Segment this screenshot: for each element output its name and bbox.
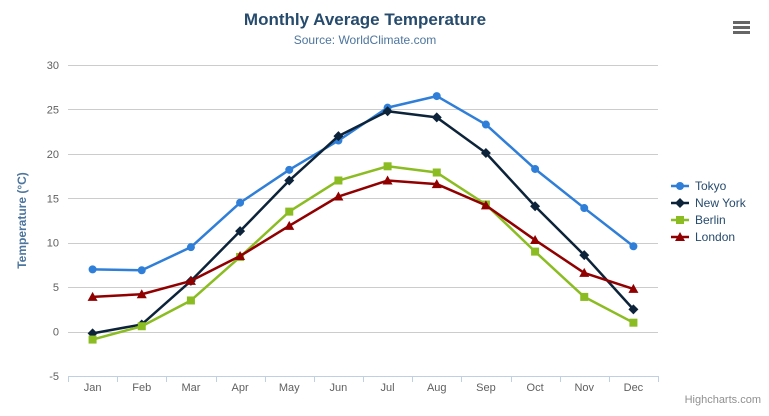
tokyo-series-marker-icon <box>671 181 689 190</box>
triangle-marker <box>136 289 147 299</box>
x-axis <box>68 376 659 382</box>
series-tokyo[interactable] <box>88 92 638 275</box>
y-tick-label: 5 <box>53 282 59 294</box>
circle-marker <box>432 92 441 101</box>
legend-item-berlin[interactable]: Berlin <box>670 211 746 228</box>
series-london[interactable] <box>87 175 639 301</box>
x-tick-label: May <box>279 382 300 394</box>
square-marker <box>629 318 638 327</box>
triangle-marker <box>431 179 442 189</box>
x-tick-label: Jul <box>381 382 395 394</box>
square-marker <box>285 207 294 216</box>
y-tick-label: 15 <box>47 193 59 205</box>
y-tick-label: 30 <box>47 60 59 72</box>
diamond-marker <box>431 112 442 123</box>
hamburger-icon <box>733 31 750 34</box>
circle-marker <box>629 242 638 251</box>
circle-marker <box>186 243 195 252</box>
circle-marker <box>137 266 146 275</box>
circle-marker <box>236 198 245 207</box>
x-tick-label: Apr <box>232 382 249 394</box>
series-new-york[interactable] <box>87 106 639 339</box>
triangle-marker <box>235 251 246 261</box>
triangle-marker <box>185 275 196 285</box>
square-marker <box>531 247 540 256</box>
diamond-marker <box>480 147 491 158</box>
x-tick-label: Feb <box>132 382 151 394</box>
series-line-berlin <box>91 165 635 341</box>
x-tick-label: Mar <box>181 382 200 394</box>
circle-marker <box>285 165 294 174</box>
series-line-new-york <box>91 109 635 335</box>
y-tick-label: -5 <box>49 371 59 383</box>
circle-marker <box>481 120 490 129</box>
legend-label: Tokyo <box>695 178 727 193</box>
triangle-marker <box>284 220 295 230</box>
square-marker <box>432 168 441 177</box>
circle-marker <box>580 204 589 213</box>
legend-label: London <box>695 229 736 244</box>
triangle-marker <box>628 283 639 293</box>
gridlines <box>68 65 658 377</box>
x-tick-label: Jun <box>330 382 348 394</box>
triangle-marker <box>530 235 541 245</box>
square-marker <box>580 292 589 301</box>
triangle-marker <box>382 175 393 185</box>
circle-marker <box>88 265 97 274</box>
x-tick-label: Dec <box>624 382 644 394</box>
x-tick-label: Nov <box>574 382 594 394</box>
credits-link[interactable]: Highcharts.com <box>684 394 761 406</box>
diamond-marker <box>628 304 639 315</box>
y-tick-label: 10 <box>47 238 59 250</box>
legend: Tokyo New York Berlin London <box>670 177 746 245</box>
x-tick-label: Aug <box>427 382 447 394</box>
x-axis-labels: Jan Feb Mar Apr May Jun Jul Aug Sep Oct Nov Dec <box>84 382 644 394</box>
triangle-marker <box>480 200 491 210</box>
circle-marker <box>676 181 684 190</box>
triangle-marker <box>579 267 590 277</box>
x-tick-label: Oct <box>527 382 544 394</box>
berlin-series-marker-icon <box>671 215 689 224</box>
square-marker <box>334 176 343 185</box>
triangle-marker <box>333 191 344 201</box>
legend-item-new-york[interactable]: New York <box>670 194 746 211</box>
legend-item-tokyo[interactable]: Tokyo <box>670 177 746 194</box>
export-menu-button[interactable] <box>730 19 754 39</box>
legend-item-london[interactable]: London <box>670 228 746 245</box>
y-tick-label: 0 <box>53 327 59 339</box>
new-york-series-marker-icon <box>671 197 689 208</box>
series-line-tokyo <box>91 94 635 272</box>
y-axis-labels: -5 0 5 10 15 20 25 30 <box>47 60 59 383</box>
diamond-marker <box>382 106 393 117</box>
legend-label: Berlin <box>695 212 726 227</box>
diamond-marker <box>333 131 344 142</box>
y-tick-label: 20 <box>47 149 59 161</box>
diamond-marker <box>675 197 685 208</box>
triangle-marker <box>87 291 98 301</box>
y-axis-title: Temperature (°C) <box>15 172 29 269</box>
square-marker <box>186 296 195 305</box>
x-tick-label: Jan <box>84 382 102 394</box>
square-marker <box>676 215 684 224</box>
square-marker <box>383 162 392 171</box>
square-marker <box>137 322 146 331</box>
square-marker <box>88 335 97 344</box>
hamburger-icon <box>733 26 750 29</box>
legend-label: New York <box>695 195 746 210</box>
diamond-marker <box>579 250 590 261</box>
series-line-london <box>91 179 635 299</box>
diamond-marker <box>235 226 246 237</box>
y-tick-label: 25 <box>47 104 59 116</box>
triangle-marker <box>675 231 685 241</box>
diamond-marker <box>284 175 295 186</box>
x-tick-label: Sep <box>476 382 496 394</box>
circle-marker <box>531 164 540 173</box>
hamburger-icon <box>733 21 750 24</box>
diamond-marker <box>530 201 541 212</box>
london-series-marker-icon <box>671 231 689 241</box>
